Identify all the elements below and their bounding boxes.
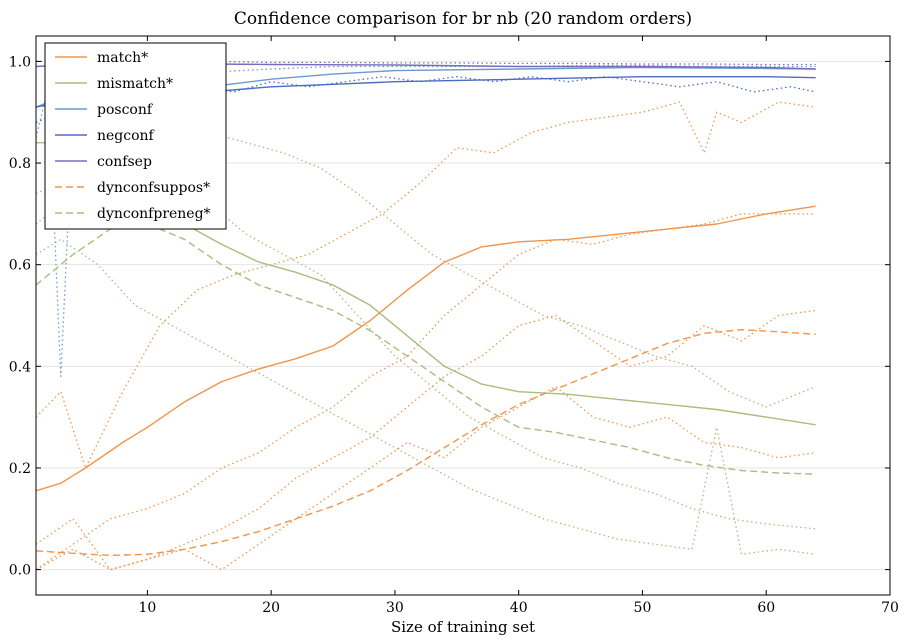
legend-label: negconf bbox=[97, 128, 156, 144]
legend: match* mismatch* posconf negconf confsep dync… bbox=[44, 42, 227, 230]
legend-label: dynconfsuppos* bbox=[97, 180, 210, 196]
series-line-run-10 bbox=[36, 385, 816, 571]
x-tick-label: 30 bbox=[386, 600, 404, 616]
series-line-run-13 bbox=[36, 238, 816, 555]
legend-label: match* bbox=[97, 50, 148, 66]
series-line-run-12 bbox=[36, 167, 816, 530]
series-line-match bbox=[36, 205, 816, 492]
legend-box bbox=[44, 42, 227, 230]
x-tick-label: 60 bbox=[757, 600, 775, 616]
x-tick-label: 10 bbox=[138, 600, 156, 616]
y-tick-label: 0.8 bbox=[9, 156, 31, 172]
series-line-run-8 bbox=[36, 213, 816, 571]
series-line-dynconfpreneg bbox=[36, 223, 816, 475]
y-tick-label: 0.0 bbox=[9, 563, 31, 579]
y-tick-label: 0.6 bbox=[9, 258, 31, 274]
x-axis-label: Size of training set bbox=[391, 618, 535, 636]
legend-label: confsep bbox=[97, 154, 152, 170]
x-tick-label: 40 bbox=[510, 600, 528, 616]
series-line-run-9 bbox=[36, 309, 816, 571]
legend-label: dynconfpreneg* bbox=[97, 206, 211, 222]
x-tick-label: 50 bbox=[634, 600, 652, 616]
x-tick-label: 70 bbox=[881, 600, 899, 616]
chart-title: Confidence comparison for br nb (20 rand… bbox=[234, 9, 692, 29]
plot-frame bbox=[35, 35, 891, 596]
y-tick-label: 0.4 bbox=[9, 359, 31, 375]
y-tick-label: 1.0 bbox=[9, 54, 31, 70]
y-tick-label: 0.2 bbox=[9, 461, 31, 477]
x-tick-label: 20 bbox=[262, 600, 280, 616]
legend-label: mismatch* bbox=[97, 76, 173, 92]
legend-label: posconf bbox=[97, 102, 154, 118]
series-line-run-7 bbox=[36, 101, 816, 469]
series-line-dynconfsuppos bbox=[36, 329, 816, 557]
ticks: 10 20 30 40 50 60 70 0.0 0.2 0.4 0.6 0.8 1.0 bbox=[9, 36, 899, 616]
